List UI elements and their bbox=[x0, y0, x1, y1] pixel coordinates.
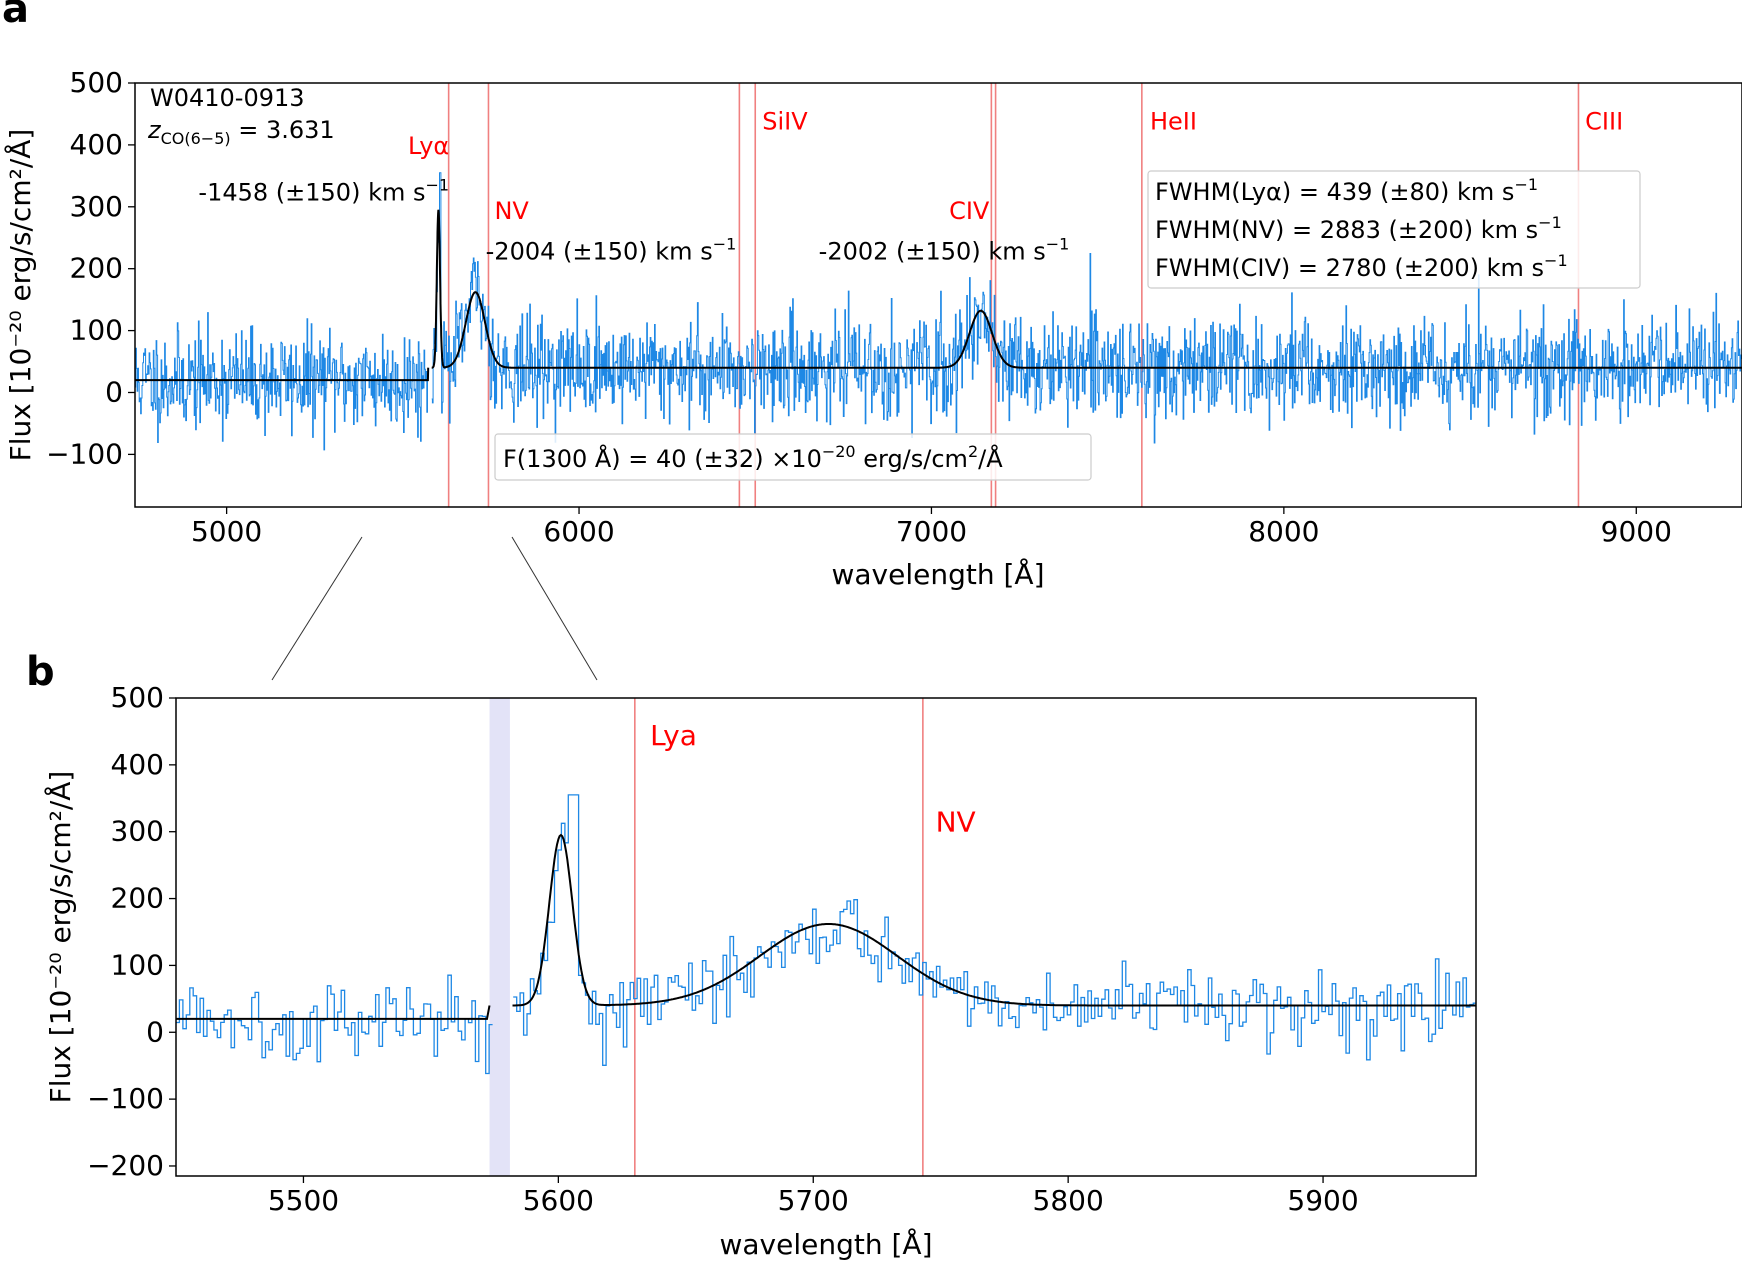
y-tick-label: 200 bbox=[111, 882, 164, 915]
y-tick-label: 0 bbox=[105, 375, 123, 408]
velocity-nv-sup: −1 bbox=[713, 234, 737, 253]
source-label: W0410-0913 bbox=[150, 84, 305, 112]
y-tick-label: −200 bbox=[87, 1149, 164, 1182]
panel-a-letter: a bbox=[2, 0, 29, 32]
flux-sq: 2 bbox=[968, 442, 978, 461]
y-tick-label: 300 bbox=[111, 815, 164, 848]
y-tick-label: 400 bbox=[70, 128, 123, 161]
y-tick-label: −100 bbox=[87, 1082, 164, 1115]
fwhm-civ-text: FWHM(CIV) = 2780 (±200) km s bbox=[1155, 254, 1544, 282]
fwhm-civ-sup: −1 bbox=[1544, 251, 1568, 270]
marker-label-siiv: SiIV bbox=[762, 107, 808, 135]
spectrum-line bbox=[135, 172, 1742, 451]
velocity-nv-text: -2004 (±150) km s bbox=[486, 237, 713, 265]
marker-label-ciii: CIII bbox=[1585, 107, 1623, 135]
panel-b-letter: b bbox=[26, 649, 55, 695]
y-tick-label: 100 bbox=[111, 948, 164, 981]
panel-a-frame bbox=[134, 82, 1742, 508]
x-tick-label: 7000 bbox=[896, 515, 967, 548]
zoom-connector-right bbox=[511, 536, 598, 681]
fwhm-box: FWHM(Lyα) = 439 (±80) km s−1 FWHM(NV) = … bbox=[1147, 170, 1641, 289]
flux-suffix: erg/s/cm bbox=[856, 445, 968, 473]
panel-b-frame bbox=[175, 697, 1477, 1177]
x-tick-label: 9000 bbox=[1601, 515, 1672, 548]
y-tick-label: 400 bbox=[111, 748, 164, 781]
gaussian-fit-line bbox=[135, 209, 1742, 382]
gaussian-fit-line bbox=[176, 833, 1476, 1020]
fwhm-nv: FWHM(NV) = 2883 (±200) km s−1 bbox=[1155, 213, 1562, 244]
redshift-symbol: z bbox=[147, 116, 162, 144]
y-tick-label: 500 bbox=[111, 681, 164, 714]
panel-a-ylabel: Flux [10⁻²⁰ erg/s/cm²/Å] bbox=[3, 129, 37, 462]
velocity-civ-sup: −1 bbox=[1046, 234, 1070, 253]
marker-label-nv-b: NV bbox=[936, 806, 976, 839]
y-tick-label: 300 bbox=[70, 190, 123, 223]
marker-label-heii: HeII bbox=[1150, 107, 1197, 135]
velocity-label-lya: -1458 (±150) km s−1 bbox=[198, 176, 449, 207]
y-tick-label: 500 bbox=[70, 66, 123, 99]
redshift-label: zCO(6−5) = 3.631 bbox=[147, 116, 335, 148]
velocity-civ-text: -2002 (±150) km s bbox=[819, 237, 1046, 265]
flux-box-frame bbox=[494, 433, 1092, 481]
zoom-connector-left bbox=[271, 536, 363, 681]
excluded-band bbox=[489, 698, 510, 1176]
redshift-value: = 3.631 bbox=[231, 116, 335, 144]
flux-box: F(1300 Å) = 40 (±32) ×10−20 erg/s/cm2/Å bbox=[494, 433, 1092, 481]
fwhm-lya-text: FWHM(Lyα) = 439 (±80) km s bbox=[1155, 178, 1514, 206]
fwhm-box-frame bbox=[1147, 170, 1641, 289]
x-tick-label: 5800 bbox=[1033, 1184, 1104, 1217]
fwhm-nv-text: FWHM(NV) = 2883 (±200) km s bbox=[1155, 216, 1538, 244]
fwhm-civ: FWHM(CIV) = 2780 (±200) km s−1 bbox=[1155, 251, 1568, 282]
x-tick-label: 6000 bbox=[543, 515, 614, 548]
velocity-label-nv: -2004 (±150) km s−1 bbox=[486, 234, 737, 265]
panel-b-xlabel: wavelength [Å] bbox=[719, 1227, 932, 1261]
panel-a-plot: 5000 6000 7000 8000 9000 −100 0 100 200 300 400 50… bbox=[3, 66, 1742, 591]
marker-label-civ: CIV bbox=[949, 197, 990, 225]
flux-prefix: F(1300 Å) = 40 (±32) ×10 bbox=[503, 444, 822, 473]
y-tick-label: −100 bbox=[46, 437, 123, 470]
x-tick-label: 5700 bbox=[778, 1184, 849, 1217]
fwhm-lya-sup: −1 bbox=[1514, 175, 1538, 194]
y-tick-label: 100 bbox=[70, 314, 123, 347]
spectrum-line bbox=[176, 794, 1476, 1075]
fwhm-lya: FWHM(Lyα) = 439 (±80) km s−1 bbox=[1155, 175, 1538, 206]
flux-exp: −20 bbox=[822, 442, 856, 461]
fwhm-nv-sup: −1 bbox=[1538, 213, 1562, 232]
panel-b-ylabel: Flux [10⁻²⁰ erg/s/cm²/Å] bbox=[43, 771, 77, 1104]
marker-label-nv: NV bbox=[494, 197, 529, 225]
y-tick-label: 200 bbox=[70, 252, 123, 285]
y-tick-label: 0 bbox=[146, 1015, 164, 1048]
x-tick-label: 5900 bbox=[1287, 1184, 1358, 1217]
flux-end: /Å bbox=[978, 444, 1003, 473]
x-tick-label: 5500 bbox=[268, 1184, 339, 1217]
velocity-lya-sup: −1 bbox=[425, 176, 449, 195]
redshift-subscript: CO(6−5) bbox=[161, 129, 231, 148]
panel-a-xlabel: wavelength [Å] bbox=[831, 557, 1044, 591]
velocity-label-civ: -2002 (±150) km s−1 bbox=[819, 234, 1070, 265]
marker-label-lya: Lyα bbox=[408, 132, 449, 160]
x-tick-label: 8000 bbox=[1248, 515, 1319, 548]
x-tick-label: 5000 bbox=[191, 515, 262, 548]
x-tick-label: 5600 bbox=[523, 1184, 594, 1217]
marker-label-lya-b: Lya bbox=[650, 719, 697, 752]
velocity-lya-text: -1458 (±150) km s bbox=[198, 179, 425, 207]
flux-text: F(1300 Å) = 40 (±32) ×10−20 erg/s/cm2/Å bbox=[503, 442, 1003, 473]
panel-b-plot: 5500 5600 5700 5800 5900 −200 −100 0 100 200 300 4… bbox=[43, 681, 1477, 1261]
